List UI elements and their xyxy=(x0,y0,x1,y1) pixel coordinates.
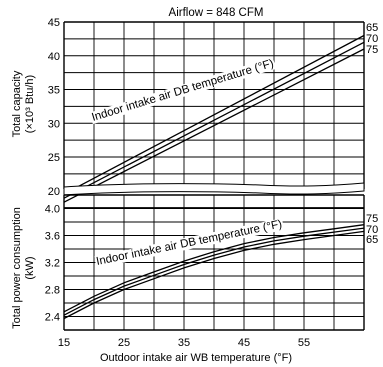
capacity-y-tick: 20 xyxy=(48,186,60,198)
capacity-y-label-1: Total capacity xyxy=(11,70,23,137)
annotation-background xyxy=(94,218,285,269)
capacity-y-label-2: (×10³ Btu/h) xyxy=(24,75,36,133)
power-label-65: 65 xyxy=(366,234,378,246)
power-label-75: 75 xyxy=(366,213,378,225)
capacity-series-75 xyxy=(63,48,365,203)
capacity-y-tick: 35 xyxy=(48,85,60,97)
power-series-70 xyxy=(63,227,365,316)
power-y-label-2: (kW) xyxy=(24,256,36,279)
x-axis-tick: 35 xyxy=(178,337,190,349)
capacity-label-70: 70 xyxy=(366,33,378,45)
x-axis-label: Outdoor intake air WB temperature (°F) xyxy=(100,352,292,364)
x-axis-ticks: 15 25 35 45 55 xyxy=(58,337,310,349)
capacity-series-65 xyxy=(63,34,365,195)
x-axis-tick: 55 xyxy=(298,337,310,349)
annotation-background xyxy=(89,57,277,125)
power-y-tick: 4.0 xyxy=(45,204,60,216)
power-series-65 xyxy=(63,230,365,320)
power-y-label-1: Total power consumption xyxy=(11,207,23,329)
power-annotation: Indoor intake air DB temperature (°F) xyxy=(95,218,283,268)
capacity-y-tick: 25 xyxy=(48,152,60,164)
power-y-tick: 2.4 xyxy=(45,312,60,324)
power-y-tick: 3.6 xyxy=(45,231,60,243)
capacity-label-75: 75 xyxy=(366,44,378,56)
power-series xyxy=(63,224,365,320)
capacity-y-ticks: 20 25 30 35 40 45 xyxy=(48,17,60,198)
capacity-y-tick: 45 xyxy=(48,17,60,29)
capacity-annotation: Indoor intake air DB temperature (°F) xyxy=(90,58,275,124)
airflow-title: Airflow = 848 CFM xyxy=(169,7,264,19)
capacity-y-tick: 40 xyxy=(48,51,60,63)
power-y-tick: 2.8 xyxy=(45,285,60,297)
x-axis-tick: 25 xyxy=(118,337,130,349)
power-y-tick: 3.2 xyxy=(45,258,60,270)
capacity-series-70 xyxy=(63,41,365,199)
x-axis-tick: 15 xyxy=(58,337,70,349)
capacity-y-tick: 30 xyxy=(48,118,60,130)
power-grid xyxy=(63,194,365,331)
power-label-70: 70 xyxy=(366,224,378,236)
x-axis-tick: 45 xyxy=(238,337,250,349)
power-series-75 xyxy=(63,224,365,313)
axis-break xyxy=(63,182,365,196)
capacity-series xyxy=(63,34,365,203)
power-y-ticks: 2.4 2.8 3.2 3.6 4.0 xyxy=(45,204,60,324)
capacity-label-65: 65 xyxy=(366,22,378,34)
